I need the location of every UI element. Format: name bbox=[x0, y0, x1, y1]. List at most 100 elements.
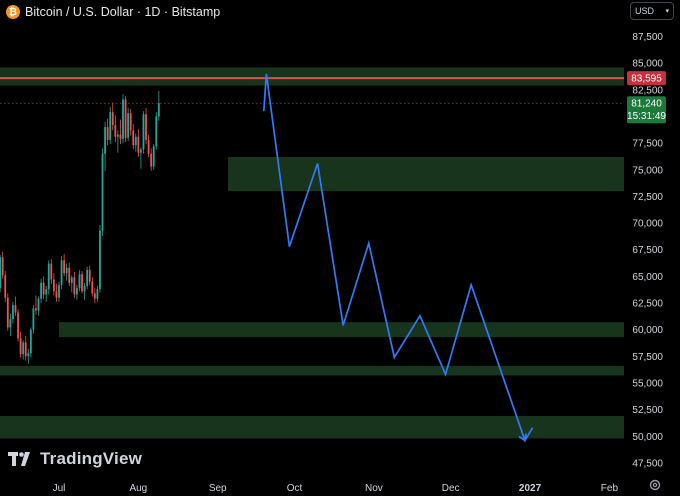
candle-body bbox=[150, 153, 153, 167]
candle bbox=[129, 108, 132, 136]
price-tick-label: 57,500 bbox=[632, 352, 663, 363]
candle bbox=[9, 313, 12, 337]
candle bbox=[93, 288, 96, 303]
candle bbox=[96, 285, 99, 302]
candle-body bbox=[6, 297, 9, 328]
candle-body bbox=[147, 139, 150, 154]
candle bbox=[47, 260, 50, 295]
candle bbox=[76, 284, 78, 300]
candle-body bbox=[73, 277, 76, 295]
candle-body bbox=[45, 289, 48, 295]
candle-body bbox=[27, 353, 30, 357]
candle bbox=[70, 275, 73, 293]
tradingview-logo[interactable]: TradingView bbox=[8, 449, 142, 469]
candle bbox=[134, 133, 137, 152]
candle-body bbox=[81, 274, 83, 292]
candle-body bbox=[145, 114, 147, 140]
candle bbox=[106, 118, 109, 146]
candle bbox=[6, 293, 9, 331]
price-zone-1 bbox=[0, 67, 624, 86]
candle-body bbox=[65, 267, 68, 274]
symbol-title[interactable]: Bitcoin / U.S. Dollar · 1D · Bitstamp bbox=[25, 5, 221, 19]
candle-body bbox=[40, 282, 42, 299]
candle bbox=[37, 296, 40, 316]
candle bbox=[17, 309, 19, 342]
candle bbox=[119, 119, 122, 145]
price-tick-label: 62,500 bbox=[632, 299, 663, 310]
candle bbox=[155, 112, 158, 150]
candle bbox=[140, 147, 142, 169]
candle-body bbox=[68, 267, 71, 283]
candle bbox=[0, 255, 2, 293]
candle bbox=[104, 121, 106, 171]
candle-body bbox=[86, 269, 89, 286]
currency-selector[interactable]: USD ▾ bbox=[630, 2, 674, 20]
candle-body bbox=[119, 134, 122, 139]
candle-body bbox=[106, 127, 109, 140]
candle-body bbox=[14, 305, 17, 313]
candle-body bbox=[47, 263, 50, 290]
candle-body bbox=[140, 149, 142, 153]
price-tick-label: 65,000 bbox=[632, 272, 663, 283]
chevron-down-icon: ▾ bbox=[665, 8, 669, 15]
candle bbox=[55, 283, 58, 302]
candle-body bbox=[111, 112, 114, 125]
projection-path-group bbox=[262, 73, 534, 443]
candle-body bbox=[52, 279, 55, 292]
time-tick-label: Feb bbox=[601, 483, 619, 494]
candle bbox=[35, 295, 37, 315]
price-tick-label: 60,000 bbox=[632, 325, 663, 336]
candle bbox=[42, 276, 45, 299]
price-tick-label: 52,500 bbox=[632, 405, 663, 416]
price-tick-label: 47,500 bbox=[632, 458, 663, 469]
time-axis: Jul Aug Sep Oct Nov Dec 2027 Feb bbox=[53, 483, 619, 494]
candle bbox=[132, 123, 135, 150]
candle bbox=[81, 271, 83, 294]
price-tick-label: 85,000 bbox=[632, 59, 663, 70]
candle bbox=[86, 266, 89, 290]
candle bbox=[68, 262, 71, 286]
candle-body bbox=[91, 281, 94, 294]
candle-body bbox=[137, 136, 140, 153]
time-tick-label: 2027 bbox=[519, 483, 542, 494]
candle-body bbox=[134, 136, 137, 146]
time-tick-label: Sep bbox=[209, 483, 227, 494]
candle-body bbox=[60, 260, 63, 285]
candle bbox=[101, 148, 104, 236]
time-tick-label: Oct bbox=[287, 483, 303, 494]
candle-body bbox=[122, 99, 124, 139]
bitcoin-icon: ₿ bbox=[6, 5, 20, 19]
settings-gear-icon[interactable] bbox=[648, 478, 662, 492]
time-tick-label: Jul bbox=[53, 483, 66, 494]
candle bbox=[114, 115, 117, 143]
candle bbox=[24, 336, 27, 361]
time-tick-label: Dec bbox=[442, 483, 460, 494]
candle-body bbox=[4, 275, 7, 298]
candle-body bbox=[114, 124, 117, 137]
tradingview-logo-text: TradingView bbox=[40, 449, 143, 468]
candle bbox=[73, 272, 76, 298]
candle bbox=[157, 90, 160, 121]
price-zone-3 bbox=[59, 322, 624, 338]
candle bbox=[60, 256, 63, 290]
candle-body bbox=[152, 146, 155, 167]
candle-body bbox=[124, 99, 127, 138]
price-tick-label: 72,500 bbox=[632, 192, 663, 203]
candle bbox=[111, 102, 114, 131]
candle-body bbox=[9, 318, 12, 328]
candle-body bbox=[93, 293, 96, 299]
candle-body bbox=[70, 277, 73, 283]
candle bbox=[4, 271, 7, 302]
candle bbox=[147, 134, 150, 157]
candle-body bbox=[127, 113, 130, 138]
candle-body bbox=[132, 130, 135, 146]
price-tick-label: 75,000 bbox=[632, 165, 663, 176]
candle-body bbox=[78, 274, 81, 289]
candle-body bbox=[88, 269, 91, 282]
last-price-label: 81,240 bbox=[631, 99, 662, 110]
candle-body bbox=[129, 113, 132, 131]
candle bbox=[99, 225, 101, 293]
candle bbox=[12, 301, 14, 324]
